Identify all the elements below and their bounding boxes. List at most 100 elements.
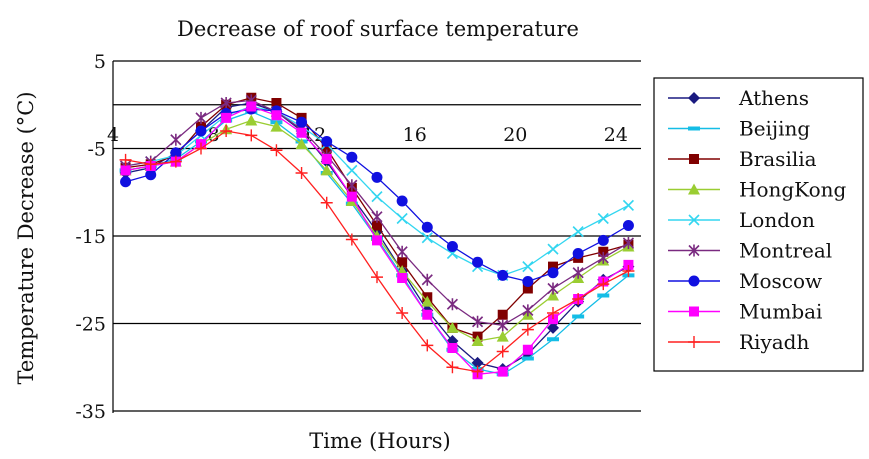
data-point-marker (371, 271, 383, 284)
data-point-marker (396, 212, 408, 225)
data-point-marker (496, 345, 509, 358)
legend-label: Moscow (739, 269, 822, 293)
data-point-marker (522, 261, 534, 273)
y-axis-label: Temperature Decrease (°C) (14, 91, 38, 384)
data-point-marker (295, 138, 308, 150)
series-riyadh (119, 125, 635, 378)
x-tick-label: 24 (604, 124, 628, 146)
data-point-marker (522, 344, 533, 355)
data-point-marker (170, 133, 182, 146)
data-point-marker (522, 276, 534, 287)
legend-item-riyadh: Riyadh (668, 330, 809, 354)
data-point-marker (547, 282, 559, 295)
data-point-marker (220, 97, 232, 109)
data-point-marker (548, 314, 558, 325)
data-point-marker (688, 336, 700, 348)
y-tick-label: -15 (75, 226, 106, 248)
x-tick-label: 4 (107, 124, 119, 146)
data-point-marker (471, 365, 484, 378)
legend-item-moscow: Moscow (668, 269, 822, 293)
legend-item-athens: Athens (668, 86, 809, 110)
legend-label: Riyadh (739, 330, 809, 354)
legend: Athens Beijing Brasilia HongKong London Montr… (668, 86, 846, 354)
data-point-marker (446, 361, 459, 374)
data-point-marker (346, 151, 358, 163)
x-tick-label: 8 (208, 124, 220, 146)
series-moscow (120, 103, 634, 287)
data-point-marker (446, 298, 458, 311)
data-point-marker (688, 214, 700, 226)
x-tick-label: 20 (503, 124, 527, 146)
data-point-marker (522, 283, 533, 294)
legend-label: Beijing (739, 117, 810, 141)
data-point-marker (622, 237, 634, 249)
data-point-marker (421, 232, 433, 244)
legend-item-brasilia: Brasilia (668, 147, 817, 171)
data-point-marker (371, 191, 383, 203)
data-point-marker (547, 337, 559, 342)
data-point-marker (547, 307, 559, 319)
data-point-marker (145, 169, 157, 181)
legend-label: London (739, 208, 815, 232)
data-point-marker (396, 245, 408, 258)
data-point-marker (597, 251, 609, 264)
data-point-marker (321, 154, 332, 164)
data-point-marker (597, 293, 610, 298)
data-point-marker (597, 234, 609, 246)
y-tick-label: -35 (75, 401, 106, 423)
data-point-marker (169, 155, 182, 168)
data-point-marker (421, 221, 433, 233)
data-point-marker (497, 269, 509, 281)
data-point-marker (296, 116, 308, 128)
legend-item-mumbai: Mumbai (668, 300, 822, 324)
data-point-marker (572, 266, 584, 279)
data-point-marker (547, 243, 559, 255)
data-point-marker (422, 309, 433, 320)
x-axis-label: Time (Hours) (309, 429, 450, 453)
data-point-marker (270, 120, 283, 132)
data-point-marker (170, 147, 182, 159)
data-point-marker (245, 114, 258, 126)
data-point-marker (572, 314, 585, 319)
data-point-marker (271, 110, 282, 121)
data-point-marker (622, 220, 634, 231)
x-tick-label: 16 (403, 124, 427, 146)
data-point-marker (296, 127, 307, 138)
data-point-marker (421, 339, 434, 352)
data-point-marker (320, 196, 333, 209)
data-point-marker (597, 212, 609, 225)
data-point-marker (421, 273, 433, 286)
data-point-marker (144, 158, 157, 171)
data-point-marker (471, 356, 484, 369)
data-point-marker (119, 153, 132, 166)
data-point-marker (195, 142, 207, 155)
data-point-marker (688, 92, 700, 104)
data-point-marker (372, 235, 382, 246)
data-point-marker (597, 278, 610, 291)
legend-label: Brasilia (739, 147, 817, 171)
legend-item-hongkong: HongKong (668, 178, 846, 202)
data-point-marker (371, 171, 383, 183)
data-point-marker (346, 191, 357, 202)
data-point-marker (598, 246, 609, 257)
x-axis-ticks: 4 8 12 16 20 24 (107, 124, 628, 146)
data-point-marker (397, 273, 408, 283)
data-point-marker (547, 267, 559, 279)
data-point-marker (346, 179, 358, 192)
legend-label: HongKong (739, 178, 846, 202)
data-point-marker (622, 199, 634, 211)
data-point-marker (572, 248, 584, 259)
data-point-marker (497, 366, 508, 377)
data-point-marker (496, 330, 509, 342)
series-line-riyadh (125, 130, 629, 373)
data-point-marker (548, 261, 558, 272)
data-point-marker (120, 165, 131, 176)
data-point-marker (421, 295, 434, 307)
data-point-marker (689, 154, 699, 164)
data-point-marker (220, 125, 233, 137)
data-point-marker (472, 256, 484, 268)
data-point-marker (572, 293, 585, 305)
data-point-marker (547, 321, 559, 334)
data-point-marker (372, 220, 382, 231)
data-point-marker (321, 136, 333, 147)
